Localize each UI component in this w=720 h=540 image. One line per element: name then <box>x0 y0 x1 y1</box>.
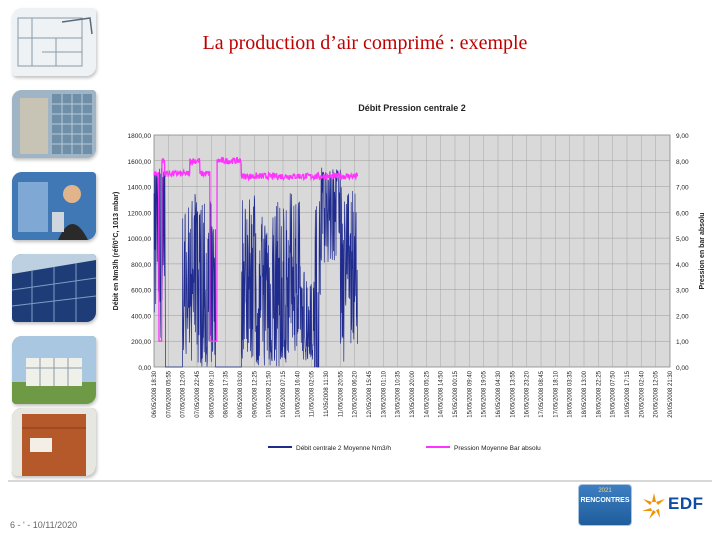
y-axis-left-label: Débit en Nm3/h (réf/0°C, 1013 mbar) <box>112 192 120 311</box>
x-tick-label: 20/05/2008 21:30 <box>668 370 674 417</box>
x-tick-label: 16/05/2008 13:55 <box>510 370 516 417</box>
y-tick-right: 8,00 <box>676 159 689 166</box>
x-tick-label: 15/05/2008 09:40 <box>467 370 473 417</box>
y-tick-left: 800,00 <box>131 262 151 269</box>
legend-label-debit: Débit centrale 2 Moyenne Nm3/h <box>296 445 391 452</box>
y-tick-right: 4,00 <box>676 262 689 269</box>
y-axis-right-label: Pression en bar absolu <box>699 212 706 289</box>
y-tick-right: 5,00 <box>676 236 689 243</box>
x-tick-label: 17/05/2008 08:45 <box>539 370 545 417</box>
slide-footer-label: 6 - ' - 10/11/2020 <box>10 520 78 530</box>
building-facade-icon <box>12 90 96 158</box>
solar-panels-icon <box>12 254 96 322</box>
rencontres-logo: 2021 RENCONTRES <box>578 484 632 526</box>
x-tick-label: 15/05/2008 19:05 <box>482 370 488 417</box>
y-tick-left: 600,00 <box>131 288 151 295</box>
y-tick-right: 3,00 <box>676 288 689 295</box>
x-tick-label: 14/05/2008 05:25 <box>424 370 430 417</box>
x-tick-label: 07/05/2008 05:55 <box>166 370 172 417</box>
x-tick-label: 12/05/2008 06:20 <box>353 370 359 417</box>
chart: Débit Pression centrale 2 1800,00 1600,00 1… <box>108 97 708 457</box>
y-tick-right: 9,00 <box>676 133 689 140</box>
x-tick-label: 11/05/2008 02:05 <box>310 370 316 417</box>
series-line-debit <box>153 167 358 368</box>
x-tick-label: 20/05/2008 12:05 <box>654 370 660 417</box>
x-tick-label: 07/05/2008 12:00 <box>181 370 187 417</box>
x-tick-label: 18/05/2008 03:35 <box>568 370 574 417</box>
x-tick-label: 18/05/2008 13:00 <box>582 370 588 417</box>
y-tick-left: 1200,00 <box>128 210 152 217</box>
sidebar-thumbnails <box>0 0 108 476</box>
slide-title: La production d’air comprimé : exemple <box>202 32 528 54</box>
x-tick-label: 06/05/2008 18:30 <box>152 370 158 417</box>
x-tick-label: 09/05/2008 12:25 <box>252 370 258 417</box>
rencontres-year: 2021 <box>598 488 612 494</box>
footer-divider <box>8 480 712 482</box>
x-tick-label: 13/05/2008 20:00 <box>410 370 416 417</box>
y-tick-left: 1000,00 <box>128 236 152 243</box>
x-tick-label: 14/05/2008 14:50 <box>439 370 445 417</box>
x-tick-label: 16/05/2008 04:30 <box>496 370 502 417</box>
rust-wall-facade-icon <box>12 408 96 476</box>
x-tick-label: 10/05/2008 21:50 <box>267 370 273 417</box>
y-tick-left: 400,00 <box>131 313 151 320</box>
edf-logo-icon <box>642 493 665 519</box>
y-tick-left: 1400,00 <box>128 185 152 192</box>
x-tick-label: 15/05/2008 00:15 <box>453 370 459 417</box>
x-tick-label: 12/05/2008 15:45 <box>367 370 373 417</box>
x-tick-label: 19/05/2008 07:50 <box>611 370 617 417</box>
x-tick-label: 17/05/2008 18:10 <box>553 370 559 417</box>
y-tick-left: 200,00 <box>131 339 151 346</box>
legend-label-pression: Pression Moyenne Bar absolu <box>454 445 541 452</box>
x-tick-label: 10/05/2008 07:15 <box>281 370 287 417</box>
engineer-at-control-panel-icon <box>12 172 96 240</box>
x-tick-label: 08/05/2008 09:10 <box>209 370 215 417</box>
x-tick-label: 10/05/2008 16:40 <box>295 370 301 417</box>
y-tick-left: 1800,00 <box>128 133 152 140</box>
x-tick-label: 11/05/2008 20:55 <box>338 370 344 417</box>
x-tick-label: 20/05/2008 02:40 <box>639 370 645 417</box>
x-tick-label: 08/05/2008 17:35 <box>224 370 230 417</box>
chart-title: Débit Pression centrale 2 <box>358 103 466 113</box>
architectural-plan-icon <box>12 8 96 76</box>
x-tick-label: 13/05/2008 01:10 <box>381 370 387 417</box>
y-tick-right: 0,00 <box>676 365 689 372</box>
x-tick-label: 09/05/2008 03:00 <box>238 370 244 417</box>
y-tick-left: 1600,00 <box>128 159 152 166</box>
edf-wordmark: EDF <box>668 494 704 513</box>
x-tick-label: 16/05/2008 23:20 <box>525 370 531 417</box>
modern-building-icon <box>12 336 96 404</box>
y-tick-right: 1,00 <box>676 339 689 346</box>
x-tick-label: 07/05/2008 22:45 <box>195 370 201 417</box>
chart-svg: Débit Pression centrale 2 1800,00 1600,00 1… <box>112 103 706 452</box>
series-line-pression <box>153 156 359 342</box>
rencontres-name: RENCONTRES <box>580 497 630 504</box>
x-tick-label: 19/05/2008 17:15 <box>625 370 631 417</box>
x-tick-label: 18/05/2008 22:25 <box>596 370 602 417</box>
x-tick-label: 13/05/2008 10:35 <box>396 370 402 417</box>
y-tick-right: 6,00 <box>676 210 689 217</box>
y-tick-right: 7,00 <box>676 185 689 192</box>
y-tick-left: 0,00 <box>138 365 151 372</box>
x-tick-label: 11/05/2008 11:30 <box>324 370 330 416</box>
y-tick-right: 2,00 <box>676 313 689 320</box>
